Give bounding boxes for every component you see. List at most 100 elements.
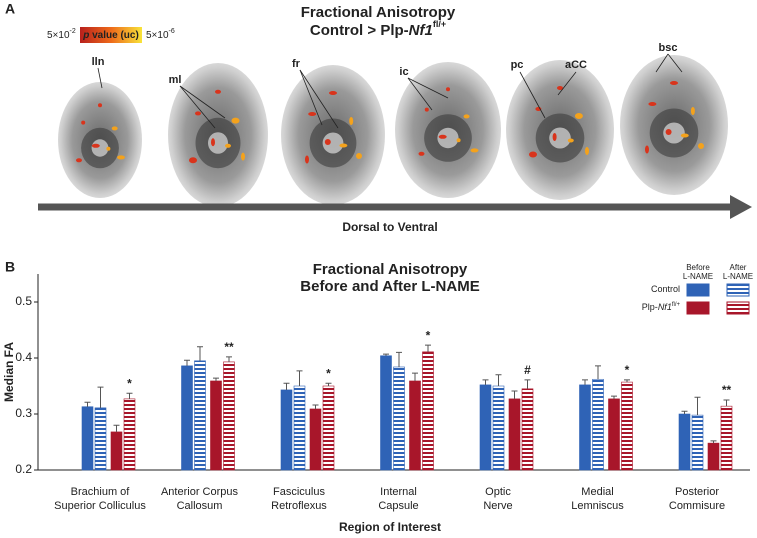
error-bar xyxy=(595,365,601,380)
error-bar xyxy=(312,404,319,409)
bar xyxy=(492,385,505,471)
error-bar xyxy=(226,356,232,362)
error-bar xyxy=(624,379,630,383)
bar xyxy=(110,431,123,471)
activation xyxy=(195,111,201,116)
error-bar xyxy=(524,379,531,389)
error-bar xyxy=(325,382,332,386)
chart-subtitle: Before and After L-NAME xyxy=(300,278,479,295)
activation xyxy=(574,113,583,119)
x-tick-label: Optic Nerve xyxy=(483,486,512,512)
significance-marker: # xyxy=(524,363,531,377)
colorbar-low: 5×10-2 xyxy=(47,28,76,41)
y-tick-label: 0.5 xyxy=(15,294,32,308)
x-tick-label: Fasciculus Retroflexus xyxy=(271,486,327,512)
bar xyxy=(322,385,335,471)
activation xyxy=(305,155,309,164)
activation xyxy=(557,86,563,90)
error-bar xyxy=(611,395,617,399)
y-tick-label: 0.4 xyxy=(15,350,32,364)
legend-row: Plp-Nf1fl/+ xyxy=(642,302,681,313)
bar xyxy=(409,380,421,471)
activation xyxy=(680,133,689,138)
activation xyxy=(418,151,425,156)
activation xyxy=(446,87,450,92)
panel-label: A xyxy=(5,1,15,17)
error-bar xyxy=(412,372,418,381)
activation xyxy=(698,143,704,149)
bar xyxy=(293,385,306,471)
activation xyxy=(690,107,695,115)
bar xyxy=(223,361,235,471)
error-bar xyxy=(184,359,190,366)
error-bar xyxy=(681,410,688,414)
error-bar xyxy=(582,379,588,385)
region-label: fr xyxy=(292,58,301,70)
bar xyxy=(81,406,94,471)
activation xyxy=(585,147,589,155)
chart-title: Fractional Anisotropy xyxy=(313,261,468,278)
bar xyxy=(210,380,222,471)
y-axis-title: Median FA xyxy=(2,342,16,402)
bar xyxy=(720,405,733,471)
activation xyxy=(356,153,362,159)
legend-swatch xyxy=(686,301,710,315)
error-bar xyxy=(482,379,489,385)
activation xyxy=(111,126,118,131)
bar xyxy=(123,398,136,471)
bar xyxy=(194,360,206,471)
bar xyxy=(521,388,534,471)
error-bar xyxy=(694,396,701,416)
activation xyxy=(424,107,429,112)
x-tick-label: Anterior Corpus Callosum xyxy=(161,486,239,512)
significance-marker: ** xyxy=(224,340,234,354)
y-tick-label: 0.2 xyxy=(15,462,32,476)
activation xyxy=(552,133,557,141)
region-label: pc xyxy=(511,59,524,71)
activation xyxy=(339,143,348,148)
panel-b: B Fractional Anisotropy Before and After… xyxy=(2,259,753,534)
error-bar xyxy=(126,392,133,399)
bar xyxy=(309,408,322,471)
region-label: ml xyxy=(169,74,182,86)
bar xyxy=(181,365,193,471)
error-bar xyxy=(296,370,303,386)
error-bar xyxy=(97,386,104,408)
x-tick-label: Internal Capsule xyxy=(378,486,418,512)
panel-subtitle: Control > Plp-Nf1fl/+ xyxy=(310,19,446,39)
bar xyxy=(94,407,107,471)
activation xyxy=(470,148,479,153)
panel-a: A Fractional Anisotropy Control > Plp-Nf… xyxy=(5,1,752,234)
activation xyxy=(329,91,337,95)
bar xyxy=(393,366,405,471)
legend-swatch xyxy=(686,283,710,297)
bar xyxy=(592,378,604,471)
activation xyxy=(91,143,100,148)
error-bar xyxy=(84,401,91,407)
error-bar xyxy=(511,390,518,399)
activation xyxy=(231,117,240,124)
activation xyxy=(215,89,221,94)
bar xyxy=(691,414,704,471)
panel-title: Fractional Anisotropy xyxy=(301,4,456,21)
colorbar-high: 5×10-6 xyxy=(146,28,175,41)
error-bar xyxy=(425,344,431,352)
bar xyxy=(479,384,492,471)
significance-marker: ** xyxy=(722,383,732,397)
colorbar xyxy=(80,27,142,43)
activation xyxy=(567,138,574,143)
legend-row: Control xyxy=(651,284,680,294)
legend-column: After L-NAME xyxy=(723,263,753,281)
bar xyxy=(508,398,521,471)
bar xyxy=(621,381,633,471)
error-bar xyxy=(383,353,389,356)
activation xyxy=(76,158,82,163)
activation xyxy=(98,103,102,108)
region-label: ic xyxy=(399,66,408,78)
activation xyxy=(670,81,678,85)
region-label: lln xyxy=(92,56,105,68)
error-bar xyxy=(283,382,290,390)
error-bar xyxy=(197,346,203,361)
activation xyxy=(106,146,111,151)
